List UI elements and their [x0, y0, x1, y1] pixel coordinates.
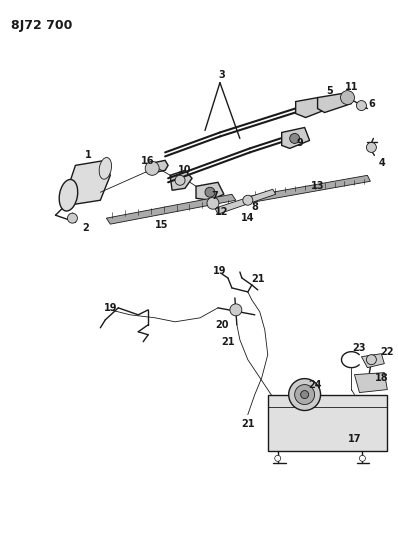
Polygon shape	[268, 394, 387, 451]
Polygon shape	[296, 98, 324, 117]
Text: 4: 4	[379, 158, 386, 168]
Circle shape	[67, 213, 78, 223]
Polygon shape	[318, 93, 351, 112]
Text: 10: 10	[178, 165, 192, 175]
Circle shape	[290, 133, 300, 143]
Polygon shape	[355, 373, 387, 393]
Text: 19: 19	[213, 266, 227, 276]
Circle shape	[300, 391, 308, 399]
Ellipse shape	[59, 180, 78, 211]
Text: 7: 7	[212, 191, 219, 201]
Circle shape	[275, 455, 281, 462]
Text: 11: 11	[345, 82, 358, 92]
Text: 18: 18	[375, 373, 388, 383]
Polygon shape	[106, 194, 236, 224]
Polygon shape	[155, 160, 168, 172]
Text: 8: 8	[252, 202, 258, 212]
Ellipse shape	[99, 157, 111, 179]
Text: 19: 19	[103, 303, 117, 313]
Circle shape	[359, 455, 365, 462]
Text: 3: 3	[219, 70, 225, 79]
Text: 12: 12	[215, 207, 229, 217]
Polygon shape	[250, 175, 371, 202]
Text: 13: 13	[311, 181, 324, 191]
Text: 14: 14	[241, 213, 255, 223]
Circle shape	[205, 187, 215, 197]
Text: 16: 16	[141, 156, 155, 166]
Text: 2: 2	[82, 223, 89, 233]
Text: 8J72 700: 8J72 700	[11, 19, 72, 32]
Text: 9: 9	[296, 139, 303, 148]
Polygon shape	[65, 160, 110, 205]
Circle shape	[243, 195, 253, 205]
Circle shape	[295, 385, 314, 405]
Circle shape	[341, 91, 355, 104]
Text: 15: 15	[155, 220, 169, 230]
Polygon shape	[215, 189, 276, 214]
Text: 5: 5	[326, 86, 333, 95]
Text: 1: 1	[85, 150, 92, 160]
Text: 21: 21	[221, 337, 235, 347]
Text: 22: 22	[380, 346, 394, 357]
Circle shape	[175, 175, 185, 185]
Circle shape	[367, 142, 377, 152]
Polygon shape	[361, 354, 384, 368]
Circle shape	[367, 354, 377, 365]
Circle shape	[207, 197, 219, 209]
Text: 17: 17	[348, 434, 361, 445]
Text: 21: 21	[251, 274, 265, 284]
Text: 6: 6	[368, 99, 375, 109]
Text: 24: 24	[308, 379, 321, 390]
Text: 23: 23	[353, 343, 366, 353]
Text: 21: 21	[241, 419, 255, 430]
Circle shape	[230, 304, 242, 316]
Polygon shape	[196, 182, 224, 200]
Circle shape	[289, 378, 320, 410]
Polygon shape	[282, 127, 310, 148]
Circle shape	[145, 161, 159, 175]
Text: 20: 20	[215, 320, 229, 330]
Circle shape	[357, 101, 367, 110]
Polygon shape	[170, 171, 192, 190]
